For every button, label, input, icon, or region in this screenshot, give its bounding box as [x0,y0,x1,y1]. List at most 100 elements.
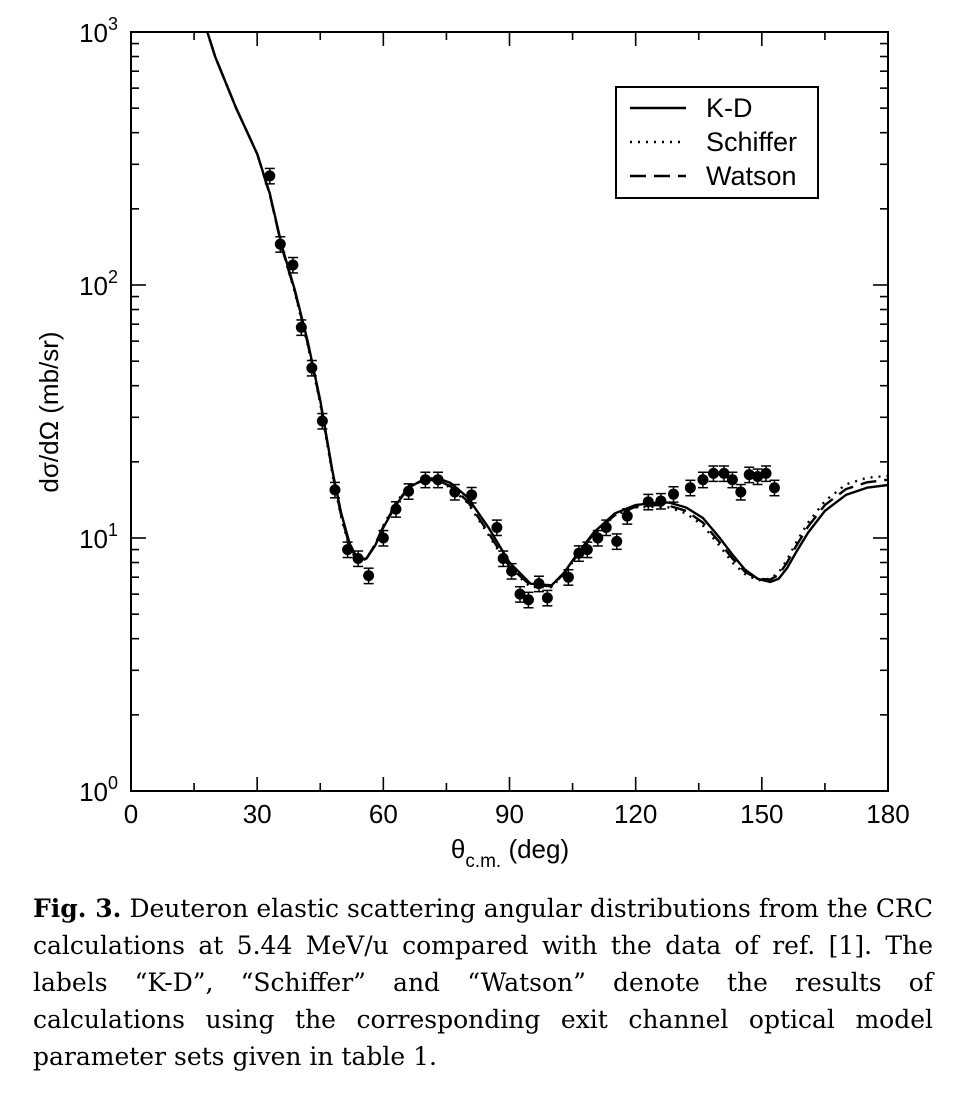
data-point [533,575,545,593]
legend-label-k-d: K-D [706,93,753,123]
data-marker [562,571,574,583]
x-tick-label: 0 [124,799,138,829]
data-point [377,529,389,547]
x-axis-label: θc.m. (deg) [451,834,569,872]
data-marker [274,238,286,250]
data-point [264,167,276,185]
data-marker [726,474,738,486]
data-marker [449,486,461,498]
data-marker [752,471,764,483]
data-marker [377,532,389,544]
x-tick-label: 60 [369,799,398,829]
data-point [432,471,444,489]
y-tick-label: 103 [79,14,118,48]
data-marker [684,482,696,494]
data-marker [497,552,509,564]
y-axis-label: dσ/dΩ (mb/sr) [34,331,64,492]
caption-label: Fig. 3. [33,894,122,923]
curves [206,32,888,589]
y-tick-exp: 0 [108,773,118,793]
data-marker [621,510,633,522]
data-point [342,541,354,559]
x-tick-label: 180 [866,799,909,829]
legend-box [615,86,819,199]
data-point [419,471,431,489]
legend-label-watson: Watson [706,161,797,191]
data-marker [768,482,780,494]
data-marker [342,544,354,556]
data-marker [592,532,604,544]
y-tick-exp: 3 [108,14,118,34]
data-point [621,507,633,525]
data-marker [403,485,415,497]
data-marker [363,570,375,582]
y-tick-label: 102 [79,267,118,301]
data-point [600,519,612,537]
data-point [491,519,503,537]
data-point [506,562,518,580]
data-point [573,545,585,563]
data-point [611,533,623,551]
data-marker [581,544,593,556]
legend: K-D Schiffer Watson [615,86,819,199]
data-point [522,591,534,609]
data-point [752,468,764,486]
data-marker [390,503,402,515]
data-point [306,359,318,377]
data-point [562,569,574,586]
data-point [287,256,299,274]
data-marker [707,467,719,479]
data-point [697,471,709,489]
y-tick-label: 100 [79,773,118,807]
data-marker [419,474,431,486]
data-point [592,529,604,547]
x-tick-label: 90 [495,799,524,829]
data-point [768,479,780,497]
data-marker [743,469,755,481]
data-marker [264,170,276,182]
legend-label-schiffer: Schiffer [706,127,797,157]
data-marker [295,321,307,333]
data-marker [600,522,612,534]
data-point [684,479,696,497]
data-point [274,235,286,253]
data-marker [466,489,478,501]
data-point [718,465,730,483]
data-point [668,485,680,503]
data-points [264,167,780,609]
data-marker [735,486,747,498]
data-marker [668,488,680,500]
data-point [735,483,747,501]
data-marker [352,552,364,564]
data-point [295,319,307,337]
data-marker [506,565,518,577]
y-tick-exp: 1 [108,520,118,540]
y-tick-label: 101 [79,520,118,554]
y-tick-base: 10 [79,524,108,554]
data-point [449,483,461,501]
data-marker [533,578,545,590]
x-tick-label: 120 [614,799,657,829]
data-point [329,481,341,499]
data-marker [306,362,318,374]
data-point [352,550,364,568]
data-point [403,483,415,500]
data-marker [655,495,667,507]
data-point [655,492,667,510]
x-tick-label: 150 [740,799,783,829]
data-point [316,412,328,430]
data-marker [287,259,299,271]
data-point [707,465,719,483]
data-point [514,585,526,603]
caption-text: Deuteron elastic scattering angular dist… [33,894,933,1071]
data-point [743,466,755,484]
data-marker [611,535,623,547]
data-marker [316,415,328,427]
data-marker [718,467,730,479]
data-point [363,567,375,585]
data-marker [432,474,444,486]
data-point [581,541,593,559]
y-tick-base: 10 [79,18,108,48]
